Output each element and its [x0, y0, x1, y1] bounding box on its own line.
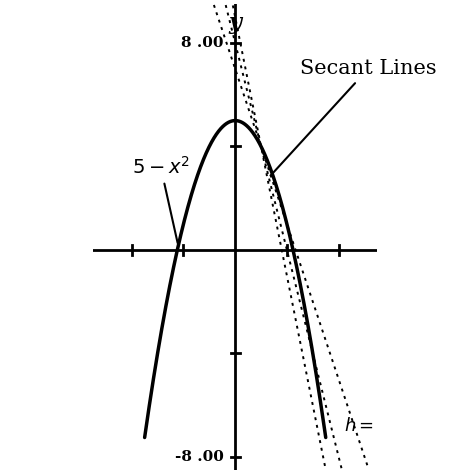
Text: Secant Lines: Secant Lines — [271, 59, 437, 175]
Text: $5-x^2$: $5-x^2$ — [132, 156, 190, 243]
Text: 8 .00: 8 .00 — [181, 36, 224, 50]
Text: -8 .00: -8 .00 — [174, 450, 224, 464]
Text: y: y — [229, 12, 242, 34]
Text: $h=$: $h=$ — [344, 417, 374, 435]
